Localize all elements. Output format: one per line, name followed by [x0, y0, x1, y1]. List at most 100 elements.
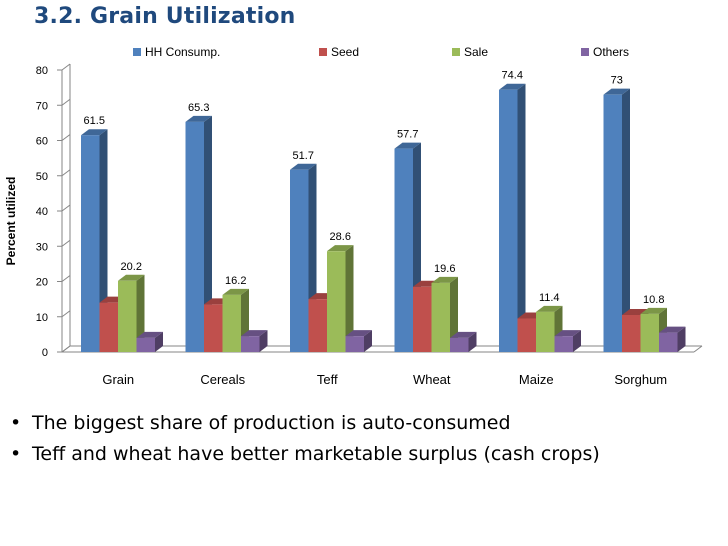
bar-side [259, 330, 268, 352]
bar-side [345, 245, 354, 352]
bar-side [622, 88, 630, 353]
data-label: 65.3 [188, 102, 209, 114]
data-label: 57.7 [397, 129, 418, 141]
grain-utilization-chart: 0 10 20 30 40 50 60 70 80 Percent utilized 61.5 20.… [4, 45, 703, 387]
y-tick-label: 0 [42, 347, 48, 359]
data-label: 73 [611, 75, 623, 87]
bar-side [204, 115, 212, 352]
y-tick-label: 50 [36, 171, 48, 183]
bar-side [364, 330, 372, 352]
bullet-list: • The biggest share of production is auto… [10, 412, 600, 474]
bar [603, 94, 622, 353]
y-axis-title: Percent utilized [4, 177, 18, 266]
data-label: 28.6 [330, 231, 351, 243]
y-tick-label: 40 [36, 206, 48, 218]
bullet-text: Teff and wheat have better marketable su… [32, 443, 600, 465]
data-label: 61.5 [84, 115, 105, 127]
bar [413, 286, 432, 352]
y-tick-depth [61, 345, 71, 353]
bar [327, 251, 346, 352]
bar [554, 336, 573, 352]
y-tick-depth [61, 98, 71, 106]
y-tick-label: 30 [36, 241, 48, 253]
legend-label: Sale [464, 45, 488, 59]
floor-edge-right [693, 345, 703, 353]
bar [394, 148, 413, 352]
bar-top [222, 288, 249, 295]
bullet-dot: • [10, 412, 22, 434]
data-label: 51.7 [293, 150, 314, 162]
bullet-item: • Teff and wheat have better marketable s… [10, 443, 600, 465]
bar-top [118, 274, 145, 281]
slide-title: 3.2. Grain Utilization [34, 4, 296, 29]
bar-top [499, 83, 526, 90]
legend-swatch [319, 48, 327, 56]
y-tick-depth [61, 204, 71, 212]
bar [185, 121, 204, 352]
bar-side [517, 83, 526, 353]
x-tick-label: Teff [317, 372, 338, 387]
bar [517, 318, 536, 352]
legend-label: Seed [331, 45, 359, 59]
bullet-dot: • [10, 443, 22, 465]
bar [136, 337, 155, 352]
bar-top [603, 88, 630, 95]
bar [99, 302, 118, 352]
bar-top [81, 129, 108, 136]
x-tick-label: Wheat [413, 372, 451, 387]
bar-top [185, 115, 212, 122]
bar [431, 282, 450, 352]
bar-top [136, 331, 163, 338]
data-label: 74.4 [502, 70, 523, 82]
y-tick-depth [61, 63, 71, 71]
bullet-text: The biggest share of production is auto-… [32, 412, 511, 434]
bar [345, 336, 364, 352]
data-label: 19.6 [434, 263, 455, 275]
bar-side [468, 331, 477, 352]
bar [241, 336, 260, 352]
bar [659, 332, 678, 352]
legend-swatch [133, 48, 141, 56]
bar-top [640, 307, 667, 314]
bar [118, 280, 137, 352]
bullet-item: • The biggest share of production is auto… [10, 412, 600, 434]
legend-label: Others [593, 45, 629, 59]
bar-top [241, 330, 268, 337]
bar-side [677, 326, 686, 352]
y-tick-label: 60 [36, 136, 48, 148]
bar [290, 169, 309, 352]
y-tick-label: 10 [36, 312, 48, 324]
x-tick-label: Cereals [200, 372, 245, 387]
bar-top [450, 331, 477, 338]
bar [204, 304, 223, 352]
bar-top [345, 330, 372, 337]
bar [622, 314, 641, 352]
x-tick-label: Sorghum [614, 372, 667, 387]
y-tick-depth [61, 310, 71, 318]
bar-side [136, 274, 145, 352]
bar-top [327, 245, 354, 252]
bar [222, 294, 241, 352]
bar [640, 313, 659, 352]
data-label: 16.2 [225, 275, 246, 287]
x-tick-label: Grain [102, 372, 134, 387]
bar [308, 299, 327, 352]
y-tick-depth [61, 239, 71, 247]
legend-swatch [452, 48, 460, 56]
y-tick-label: 20 [36, 277, 48, 289]
bar-side [155, 331, 163, 352]
bar-side [450, 276, 458, 352]
y-tick-depth [61, 169, 71, 177]
y-tick-label: 70 [36, 100, 48, 112]
y-tick-depth [61, 275, 71, 282]
data-label: 20.2 [121, 261, 142, 273]
legend-swatch [581, 48, 589, 56]
y-tick-depth [61, 134, 71, 141]
data-label: 11.4 [539, 292, 560, 304]
bar-top [554, 330, 581, 337]
x-tick-label: Maize [519, 372, 554, 387]
bar-top [659, 326, 686, 333]
bar-top [290, 163, 317, 170]
y-tick-label: 80 [36, 65, 48, 77]
bar [536, 311, 555, 352]
